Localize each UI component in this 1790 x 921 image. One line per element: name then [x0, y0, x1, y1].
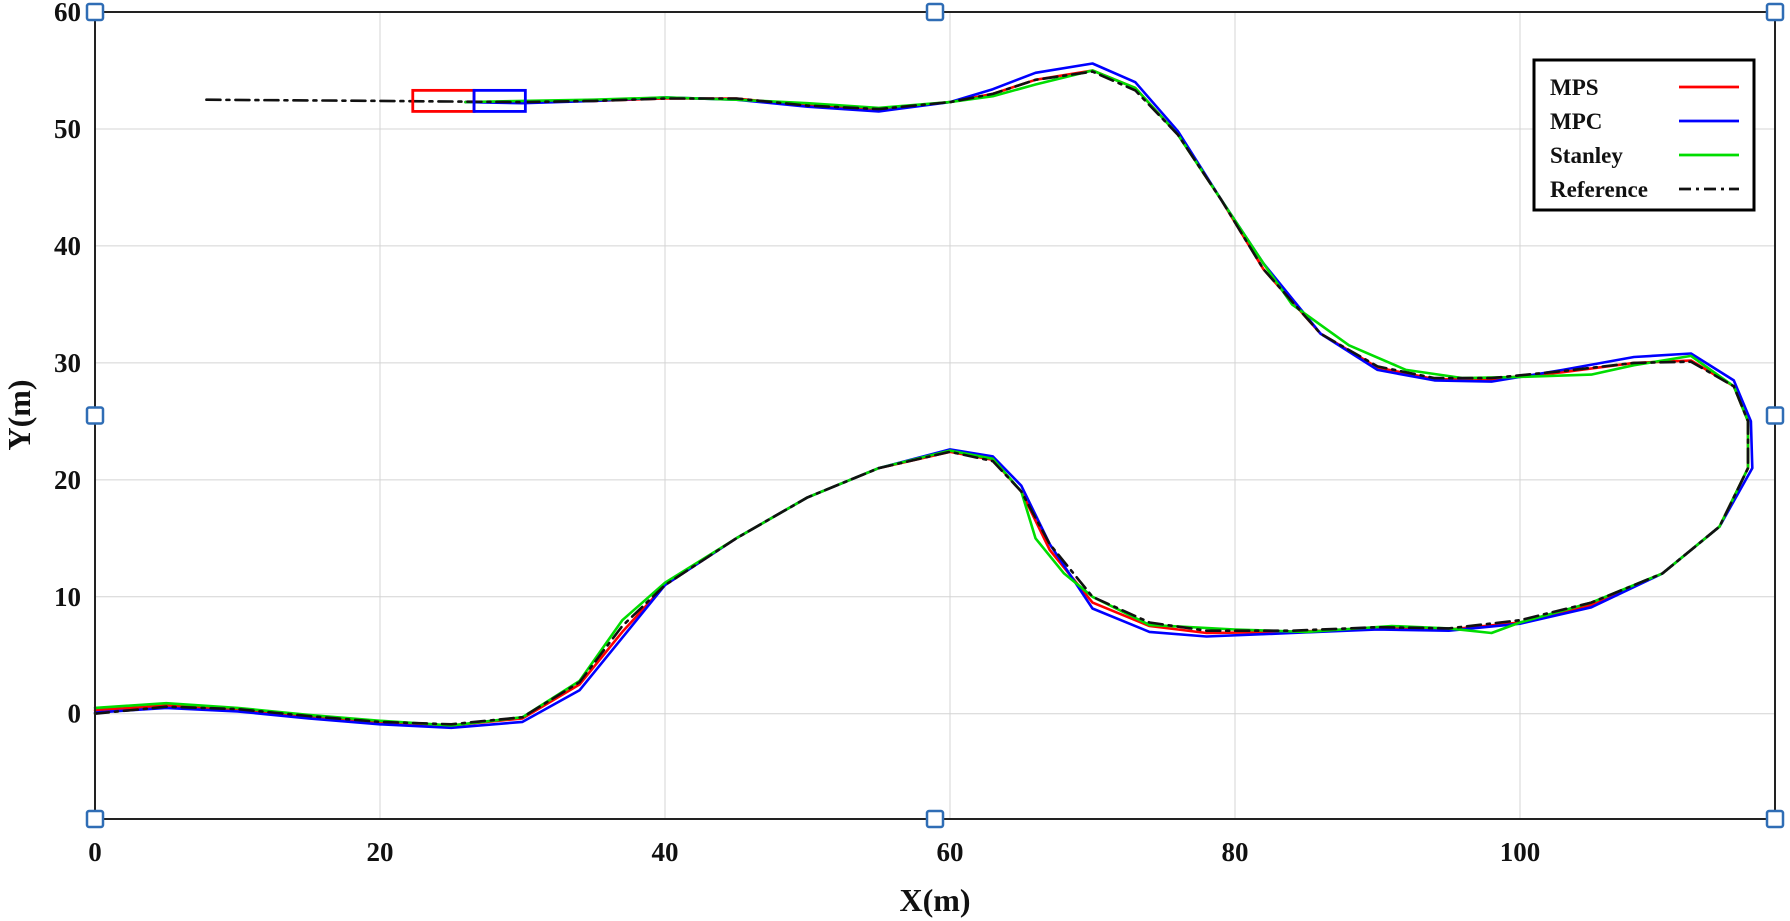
series-layer [93, 62, 1754, 730]
y-axis-label: Y(m) [1, 379, 37, 450]
x-axis-label: X(m) [899, 882, 970, 918]
legend-box [1532, 58, 1756, 212]
grid [94, 11, 1775, 819]
x-tick-label: 40 [652, 837, 679, 867]
y-tick-label: 20 [54, 465, 81, 495]
resize-handle[interactable] [85, 406, 105, 425]
resize-handle[interactable] [1765, 809, 1785, 829]
resize-handle[interactable] [85, 2, 105, 22]
legend-label: Reference [1550, 177, 1648, 202]
y-tick-label: 40 [54, 231, 81, 261]
y-tick-label: 10 [54, 582, 81, 612]
resize-handle[interactable] [1765, 2, 1785, 22]
vehicle-boxes [411, 88, 527, 113]
x-tick-label: 80 [1222, 837, 1249, 867]
legend-label: MPS [1550, 75, 1599, 100]
selection-handles[interactable] [85, 2, 1785, 829]
series-line-stanley [93, 69, 1750, 727]
resize-handle[interactable] [925, 809, 945, 829]
series-line-reference [93, 70, 1750, 726]
series-line-mps [93, 69, 1750, 727]
resize-handle[interactable] [925, 2, 945, 22]
y-tick-label: 30 [54, 348, 81, 378]
legend-label: MPC [1550, 109, 1602, 134]
resize-handle[interactable] [85, 809, 105, 829]
x-tick-label: 0 [88, 837, 102, 867]
resize-handle[interactable] [1765, 406, 1785, 425]
x-tick-label: 100 [1500, 837, 1541, 867]
y-tick-label: 50 [54, 114, 81, 144]
plot-frame [94, 11, 1776, 820]
legend: MPS MPC Stanley Reference [1532, 58, 1756, 212]
y-tick-label: 0 [68, 699, 82, 729]
y-tick-label: 60 [54, 0, 81, 27]
legend-label: Stanley [1550, 143, 1623, 168]
vehicle-box [472, 88, 527, 113]
x-tick-label: 60 [937, 837, 964, 867]
x-tick-label: 20 [367, 837, 394, 867]
tick-labels: 0 20 40 60 80 100 0 10 20 30 40 50 60 [54, 0, 1540, 867]
